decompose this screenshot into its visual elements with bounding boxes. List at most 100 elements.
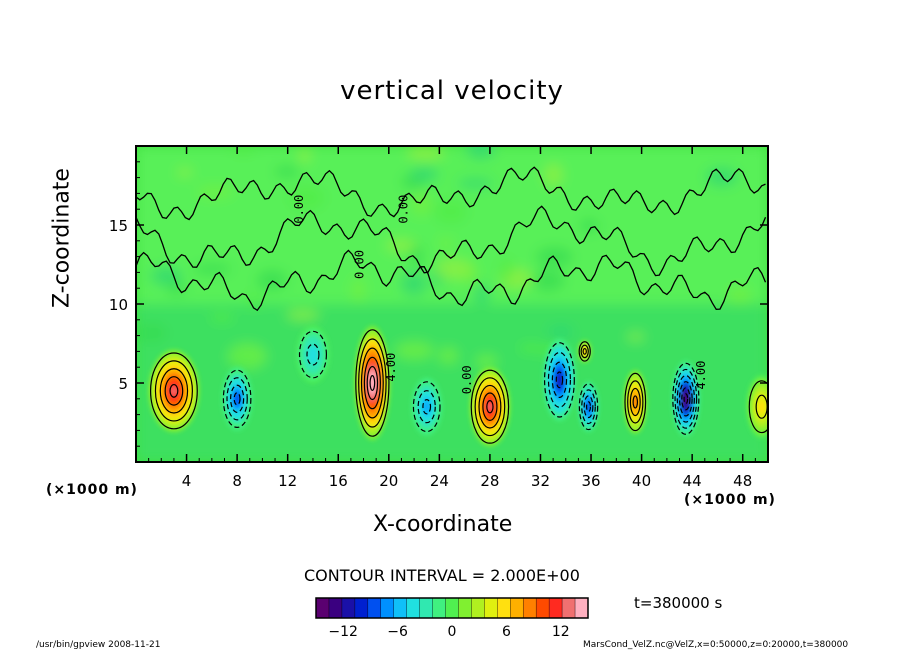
x-tick-label: 4 bbox=[182, 472, 192, 490]
colorbar-swatch bbox=[328, 598, 343, 618]
contour-6 bbox=[551, 361, 568, 399]
field-patch bbox=[435, 258, 472, 280]
contour-1 bbox=[230, 384, 245, 413]
y-tick-label: 10 bbox=[109, 296, 128, 314]
cell-5 bbox=[469, 367, 511, 447]
x-tick-label: 8 bbox=[232, 472, 242, 490]
contour-4 bbox=[412, 381, 441, 433]
colorbar-swatch bbox=[497, 598, 511, 618]
contour-9 bbox=[629, 387, 641, 417]
cell-level bbox=[584, 350, 586, 353]
contour-7 bbox=[581, 389, 596, 425]
contour-7 bbox=[578, 383, 599, 431]
contour-10 bbox=[681, 387, 691, 411]
contour-9 bbox=[624, 372, 647, 432]
contour-3 bbox=[358, 338, 387, 428]
contour-label-3: 4.00 bbox=[384, 353, 398, 382]
chart-title: vertical velocity bbox=[340, 76, 564, 106]
field-patch bbox=[385, 238, 417, 252]
contour-10 bbox=[678, 381, 693, 417]
cell-level bbox=[171, 386, 177, 396]
field-patch bbox=[286, 309, 320, 321]
colorbar-tick-label: 0 bbox=[448, 624, 457, 640]
cell-level bbox=[634, 398, 637, 406]
x-tick-label: 40 bbox=[632, 472, 651, 490]
colorbar-swatch bbox=[458, 598, 472, 618]
zero-contour-line bbox=[136, 249, 767, 312]
cell-level bbox=[557, 375, 562, 385]
velocity-field bbox=[136, 146, 768, 462]
contour-0 bbox=[159, 368, 189, 414]
field-patch bbox=[298, 148, 311, 163]
contour-2 bbox=[298, 330, 328, 379]
colorbar-swatch bbox=[484, 598, 498, 618]
colorbar-tick-label: 6 bbox=[502, 624, 511, 640]
zero-contour-line bbox=[136, 166, 766, 221]
colorbar: −12 −6 0 6 12 bbox=[315, 597, 589, 640]
cell-level bbox=[487, 402, 493, 412]
contour-8 bbox=[580, 344, 589, 359]
colorbar-swatch bbox=[523, 598, 537, 618]
colorbar-swatch bbox=[510, 598, 524, 618]
field-patch bbox=[247, 290, 261, 310]
field-patch bbox=[177, 167, 192, 177]
contour-10 bbox=[672, 362, 700, 435]
cell-1 bbox=[221, 367, 253, 431]
colorbar-swatch bbox=[432, 598, 447, 618]
contour-3 bbox=[363, 356, 381, 410]
field-patch bbox=[407, 146, 445, 162]
cell-level bbox=[759, 403, 764, 411]
field-patch bbox=[400, 271, 428, 296]
field-patch bbox=[579, 218, 599, 234]
field-patch bbox=[465, 146, 496, 160]
x-tick-label: 44 bbox=[683, 472, 702, 490]
contour-0 bbox=[154, 360, 193, 422]
field-patch bbox=[136, 322, 168, 344]
contour-11 bbox=[748, 380, 768, 434]
contour-10 bbox=[676, 374, 695, 423]
contour-7 bbox=[585, 401, 592, 413]
contour-6 bbox=[543, 342, 575, 418]
cell-level bbox=[425, 403, 429, 410]
colorbar-tick-label: 12 bbox=[552, 624, 570, 640]
contour-0 bbox=[164, 376, 184, 406]
field-patch bbox=[394, 341, 434, 360]
cell-2 bbox=[296, 326, 330, 383]
upper-layer bbox=[136, 146, 768, 304]
contour-9 bbox=[632, 395, 639, 409]
cell-11 bbox=[746, 375, 768, 439]
footer-command: /usr/bin/gpview 2008-11-21 bbox=[36, 640, 161, 650]
x-tick-label: 24 bbox=[430, 472, 449, 490]
x-tick-label: 20 bbox=[379, 472, 398, 490]
colorbar-tick-label: −12 bbox=[328, 624, 358, 640]
colorbar-swatch bbox=[419, 598, 434, 618]
contour-lines: 0.00 0.00 0.00 4.00 0.00 4.00 bbox=[136, 166, 768, 444]
contour-5 bbox=[470, 369, 510, 444]
contour-6 bbox=[555, 371, 564, 389]
contour-label-0: 0.00 bbox=[292, 195, 306, 224]
field-patch bbox=[256, 269, 288, 291]
field-patch bbox=[518, 343, 543, 354]
field-patch bbox=[288, 184, 325, 211]
contour-9 bbox=[627, 380, 644, 424]
contour-4 bbox=[422, 398, 432, 415]
field-patch bbox=[473, 283, 490, 306]
contour-interval: CONTOUR INTERVAL = 2.000E+00 bbox=[304, 566, 580, 585]
cell-level bbox=[235, 395, 239, 403]
contour-2 bbox=[306, 343, 320, 366]
colorbar-swatch bbox=[406, 598, 421, 618]
colorbar-frame bbox=[315, 597, 589, 619]
cell-3 bbox=[354, 326, 391, 440]
contour-0 bbox=[149, 352, 198, 430]
field-patch bbox=[438, 347, 459, 365]
colorbar-swatch bbox=[471, 598, 485, 618]
field-patch bbox=[627, 332, 644, 341]
field-patch bbox=[231, 146, 256, 156]
field-patch bbox=[351, 277, 366, 303]
x-unit-label-right: (×1000 m) bbox=[684, 492, 776, 508]
x-tick-label: 48 bbox=[733, 472, 752, 490]
contour-5 bbox=[486, 400, 494, 414]
field-patch bbox=[531, 269, 565, 292]
field-patch bbox=[727, 286, 752, 304]
